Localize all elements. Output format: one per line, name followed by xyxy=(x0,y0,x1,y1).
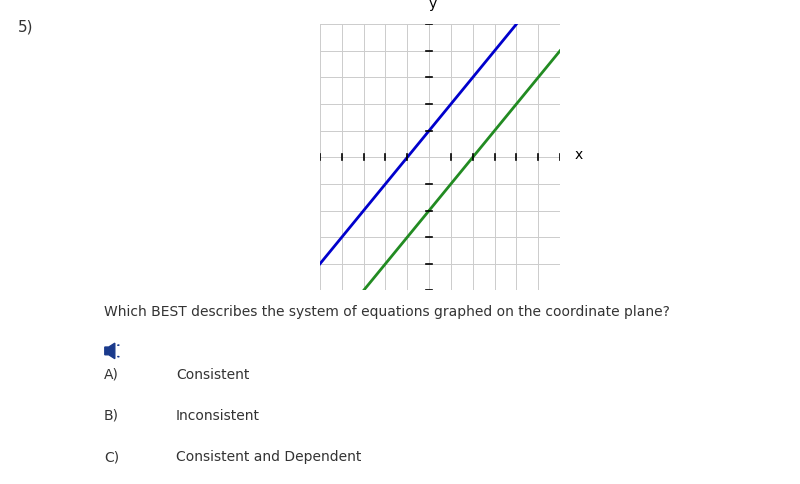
Text: A): A) xyxy=(104,368,119,382)
Text: Inconsistent: Inconsistent xyxy=(176,409,260,423)
Text: Consistent and Dependent: Consistent and Dependent xyxy=(176,450,362,464)
Text: x: x xyxy=(574,148,582,162)
Text: B): B) xyxy=(104,409,119,423)
Text: Consistent: Consistent xyxy=(176,368,250,382)
Text: C): C) xyxy=(104,450,119,464)
Text: y: y xyxy=(429,0,437,11)
Text: Which BEST describes the system of equations graphed on the coordinate plane?: Which BEST describes the system of equat… xyxy=(104,305,670,319)
Polygon shape xyxy=(105,343,115,359)
Text: 5): 5) xyxy=(18,19,33,34)
